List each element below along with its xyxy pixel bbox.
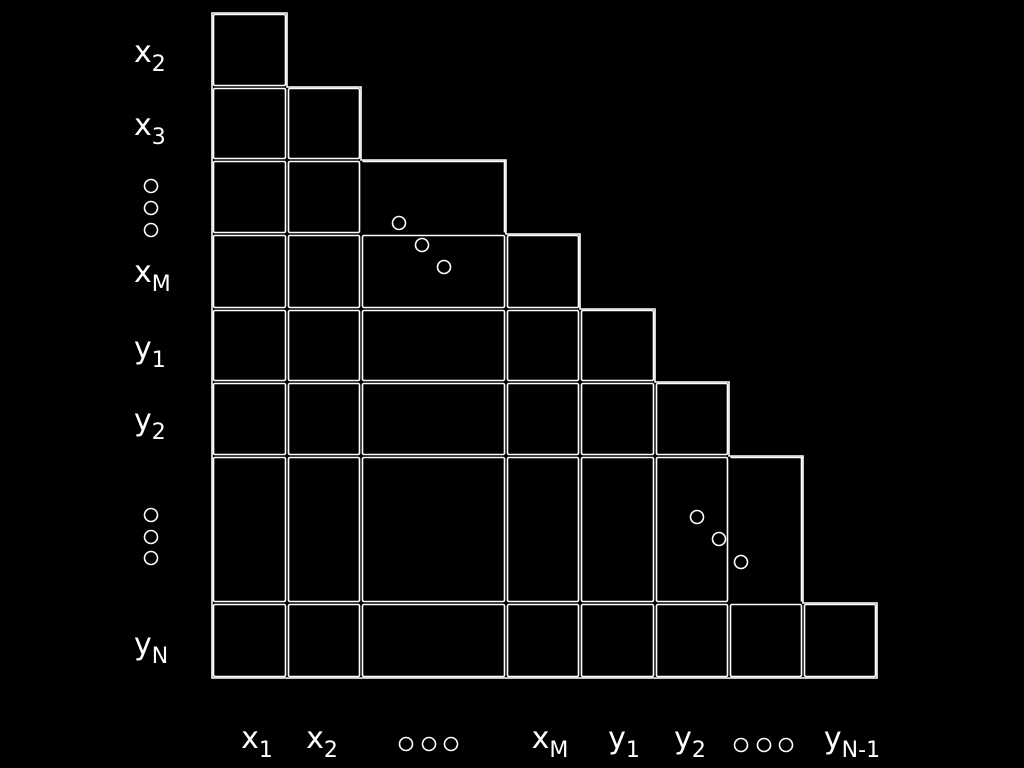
grid-cell	[212, 309, 287, 382]
grid-cell	[361, 456, 506, 603]
grid-cell	[506, 603, 580, 678]
row-label: x2	[134, 35, 166, 77]
column-label-subscript: N-1	[842, 738, 880, 763]
row-label-subscript: 3	[152, 125, 166, 150]
diagonal-ellipsis-dot	[689, 509, 705, 525]
column-label: xM	[532, 721, 569, 763]
column-label-variable: y	[608, 721, 626, 756]
row-label-variable: x	[134, 108, 152, 143]
grid-cell	[506, 456, 580, 603]
grid-cell	[580, 603, 655, 678]
grid-cell	[212, 13, 287, 87]
row-label-subscript: 1	[152, 348, 166, 373]
grid-cell	[287, 309, 361, 382]
column-label-variable: x	[532, 721, 550, 756]
grid-cell	[655, 382, 729, 456]
row-label-variable: y	[134, 331, 152, 366]
grid-cell	[212, 87, 287, 160]
grid-cell	[287, 160, 361, 234]
grid-cell	[580, 456, 655, 603]
horizontal-ellipsis-dot	[756, 737, 772, 753]
grid-cell	[506, 309, 580, 382]
grid-cell	[580, 382, 655, 456]
grid-cell	[655, 603, 729, 678]
vertical-ellipsis-dot	[143, 200, 159, 216]
grid-layer	[211, 12, 878, 679]
ellipsis-cell-border	[362, 160, 506, 233]
column-label: yN-1	[824, 721, 880, 763]
diagonal-ellipsis-dot	[436, 259, 452, 275]
column-label: y1	[608, 721, 640, 763]
grid-outline	[211, 12, 878, 679]
row-label: y1	[134, 331, 166, 373]
grid-cell	[212, 234, 287, 309]
row-label: xM	[134, 255, 171, 297]
grid-cell	[506, 382, 580, 456]
column-label-subscript: 1	[259, 738, 273, 763]
column-label-subscript: 1	[626, 738, 640, 763]
ellipsis-layer	[143, 178, 794, 753]
vertical-ellipsis-dot	[143, 222, 159, 238]
horizontal-ellipsis-dot	[421, 736, 437, 752]
row-label-subscript: 2	[152, 420, 166, 445]
row-label: y2	[134, 403, 166, 445]
diagonal-ellipsis-dot	[391, 215, 407, 231]
grid-cell	[287, 382, 361, 456]
column-label: y2	[674, 721, 706, 763]
horizontal-ellipsis-dot	[778, 737, 794, 753]
horizontal-ellipsis-dot	[443, 736, 459, 752]
grid-cell	[361, 603, 506, 678]
column-label-variable: x	[306, 721, 324, 756]
grid-cell	[212, 603, 287, 678]
vertical-ellipsis-dot	[143, 507, 159, 523]
grid-cell	[287, 456, 361, 603]
horizontal-ellipsis-dot	[398, 736, 414, 752]
ellipsis-cell-border	[730, 456, 803, 602]
grid-cell	[287, 87, 361, 160]
row-label-variable: y	[134, 403, 152, 438]
row-label: x3	[134, 108, 166, 150]
column-label: x2	[306, 721, 338, 763]
row-label-subscript: M	[152, 272, 171, 297]
grid-cell	[729, 603, 803, 678]
vertical-ellipsis-dot	[143, 178, 159, 194]
column-label-variable: y	[824, 721, 842, 756]
grid-cell	[803, 603, 877, 678]
row-label-variable: x	[134, 35, 152, 70]
column-label-subscript: 2	[692, 738, 706, 763]
grid-cell	[506, 234, 580, 309]
diagonal-ellipsis-dot	[733, 554, 749, 570]
row-label-subscript: N	[152, 644, 168, 669]
grid-cell	[212, 456, 287, 603]
column-label-variable: y	[674, 721, 692, 756]
grid-cell	[287, 234, 361, 309]
grid-cell	[580, 309, 655, 382]
grid-cell	[361, 309, 506, 382]
row-label-subscript: 2	[152, 52, 166, 77]
column-labels: x1 x2 xM y1 y2 yN-1	[241, 721, 880, 763]
column-label-subscript: 2	[324, 738, 338, 763]
grid-cell	[212, 382, 287, 456]
row-label-variable: x	[134, 255, 152, 290]
grid-cell	[655, 456, 729, 603]
grid-cell	[361, 382, 506, 456]
column-label-variable: x	[241, 721, 259, 756]
diagonal-ellipsis-dot	[414, 237, 430, 253]
column-label-subscript: M	[549, 738, 568, 763]
grid-cell	[287, 603, 361, 678]
horizontal-ellipsis-dot	[733, 737, 749, 753]
vertical-ellipsis-dot	[143, 550, 159, 566]
diagonal-ellipsis-dot	[711, 531, 727, 547]
row-label-variable: y	[134, 627, 152, 662]
vertical-ellipsis-dot	[143, 529, 159, 545]
column-label: x1	[241, 721, 273, 763]
grid-cell	[212, 160, 287, 234]
row-label: yN	[134, 627, 168, 669]
grid-cell	[361, 234, 506, 309]
